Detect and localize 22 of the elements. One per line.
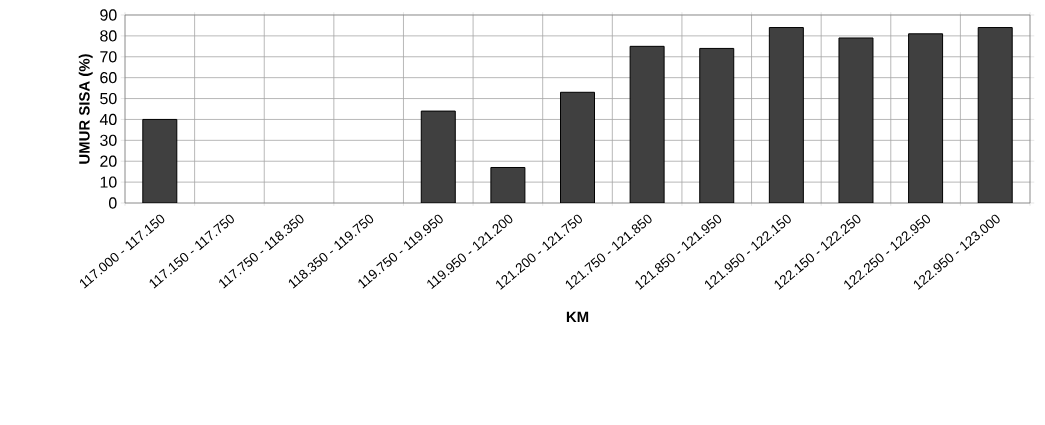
bar <box>560 91 596 203</box>
y-tick-label: 10 <box>100 176 117 188</box>
y-tick-label: 60 <box>100 72 117 84</box>
bar <box>490 166 526 203</box>
y-tick-label: 50 <box>100 92 117 105</box>
y-tick-label: 90 <box>100 9 117 21</box>
y-tick-label: 70 <box>100 51 117 63</box>
bar <box>768 27 804 203</box>
bar <box>142 118 178 203</box>
y-tick-label: 20 <box>100 155 117 167</box>
y-tick-label: 0 <box>108 197 117 209</box>
y-tick-label: 80 <box>100 30 117 42</box>
x-axis-title: KM <box>566 311 589 323</box>
bar <box>908 33 944 203</box>
bar <box>699 47 735 203</box>
y-tick-label: 40 <box>99 113 117 126</box>
y-axis-title: UMUR SISA (%) <box>78 54 93 164</box>
bar <box>629 45 665 203</box>
bar <box>838 37 874 203</box>
bar <box>420 110 456 203</box>
y-tick-label: 30 <box>100 134 117 146</box>
bar <box>977 27 1013 203</box>
